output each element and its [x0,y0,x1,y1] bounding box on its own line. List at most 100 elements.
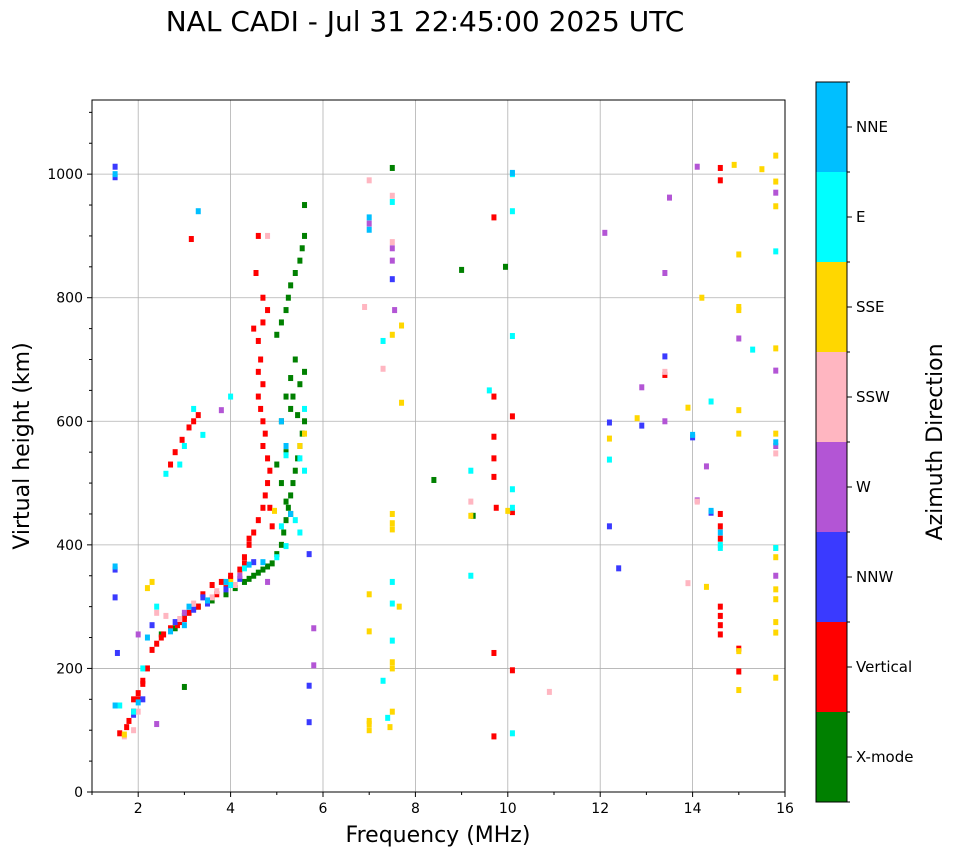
data-point [736,648,742,655]
data-point [708,398,714,405]
data-point [662,353,668,360]
data-point [389,192,395,199]
data-point [218,578,224,585]
data-point [708,507,714,514]
data-point [302,405,308,412]
data-point [292,356,298,363]
x-tick-label: 2 [134,801,143,817]
data-point [278,480,284,487]
data-point [302,232,308,239]
data-point [283,452,289,459]
data-point [703,583,709,590]
data-point [736,303,742,310]
data-point [228,572,234,579]
data-point [703,463,709,470]
data-point [262,492,268,499]
data-point [699,294,705,301]
data-point [114,649,120,656]
data-point [773,674,779,681]
y-tick-label: 1000 [47,167,83,183]
data-point [214,588,220,595]
data-point [366,177,372,184]
data-point [168,625,174,632]
data-point [491,455,497,462]
data-point [177,619,183,626]
data-point [283,543,289,550]
x-tick-label: 16 [776,801,794,817]
data-point [362,303,368,310]
data-point [602,229,608,236]
x-tick-label: 10 [499,801,517,817]
data-point [154,721,160,728]
data-point [302,430,308,437]
data-point [297,455,303,462]
data-point [306,719,312,726]
data-point [389,239,395,246]
data-point [389,520,395,527]
series-vertical [117,164,742,740]
y-axis-ticks: 0 200 400 600 800 1000 [47,111,92,801]
data-point [288,405,294,412]
data-point [191,418,197,425]
series-e [117,171,779,737]
data-point [302,202,308,209]
data-point [112,566,118,573]
data-point [546,688,552,695]
data-point [163,612,169,619]
data-point [389,245,395,252]
data-point [662,368,668,375]
data-point [181,609,187,616]
data-point [262,430,268,437]
data-point [509,509,515,516]
data-point [297,443,303,449]
data-point [232,585,238,592]
data-point [389,665,395,672]
data-point [255,517,261,524]
data-point [366,721,372,728]
data-point [131,708,137,715]
data-point [759,166,765,173]
data-point [667,194,672,201]
data-point [509,504,515,511]
colorbar-label: Vertical [856,658,912,676]
data-point [274,331,280,338]
data-point [311,625,317,632]
data-point [260,443,266,449]
data-point [283,393,289,400]
data-point [271,507,277,514]
data-point [144,585,150,592]
colorbar-label: W [856,478,871,496]
data-point [228,578,234,585]
colorbar-label: SSE [856,298,885,316]
data-point [493,504,499,511]
data-point [288,510,294,517]
data-point [750,346,756,353]
data-point [140,665,146,672]
plot-area: 2 4 6 8 10 12 14 16 0 200 400 600 800 1000 [47,99,794,817]
data-point [459,266,465,273]
data-point [154,603,160,610]
data-point [389,600,395,607]
data-point [209,597,215,604]
data-point [389,198,395,205]
x-tick-label: 6 [319,801,328,817]
data-point [717,541,723,548]
data-point [736,407,742,414]
data-point [468,512,474,519]
data-point [274,554,280,561]
data-point [773,178,779,185]
data-point [736,430,742,437]
data-point [112,163,118,170]
data-point [505,507,511,514]
data-point [509,169,515,176]
data-point [366,628,372,635]
data-point [297,381,303,388]
data-point [717,523,723,530]
data-point [389,708,395,715]
data-point [387,724,393,731]
data-point [389,164,395,171]
data-point [385,714,391,721]
data-point [773,430,779,437]
data-point [179,436,185,443]
data-point [662,270,668,276]
